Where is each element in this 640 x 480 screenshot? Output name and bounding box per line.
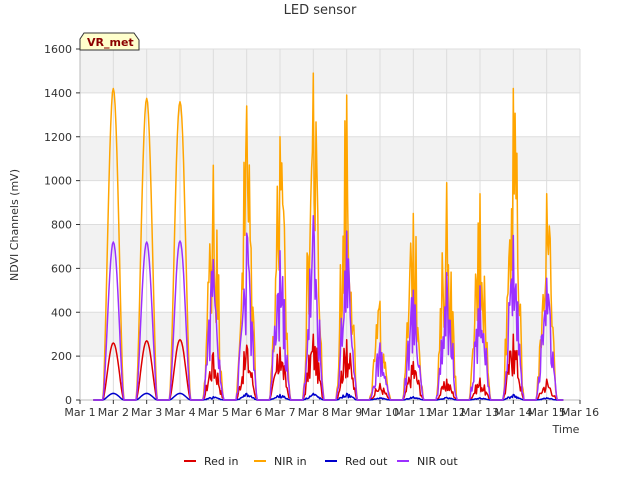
plot-band	[80, 224, 580, 269]
x-tick-label: Mar 1	[64, 406, 95, 419]
legend-label: NIR out	[417, 455, 458, 468]
x-tick-label: Mar 15	[528, 406, 566, 419]
x-axis-ticks: Mar 1 Mar 2 Mar 3 Mar 4 Mar 5 Mar 6 Mar 7 Mar 8…	[64, 400, 599, 419]
legend-item-red-out: Red out	[325, 455, 388, 468]
x-tick-label: Mar 10	[361, 406, 399, 419]
y-axis-title: NDVI Channels (mV)	[8, 169, 21, 281]
x-tick-label: Mar 14	[494, 406, 532, 419]
y-tick-label: 200	[51, 350, 72, 363]
badge-shape	[79, 32, 140, 51]
y-axis-ticks: 0 200 400 600 800 1000 1200 1400 1600	[44, 43, 80, 407]
legend-item-nir-in: NIR in	[254, 455, 307, 468]
plot-band	[80, 49, 580, 93]
legend-label: Red out	[345, 455, 388, 468]
x-tick-label: Mar 12	[428, 406, 466, 419]
x-tick-label: Mar 9	[331, 406, 362, 419]
y-tick-label: 1200	[44, 131, 72, 144]
series-line-nir-out	[93, 214, 564, 401]
plot-area	[80, 49, 580, 400]
y-tick-label: 1600	[44, 43, 72, 56]
plot-band	[80, 356, 580, 400]
plot-band	[80, 180, 580, 225]
chart-title: LED sensor	[284, 3, 357, 18]
badge-label: VR_met	[87, 36, 134, 49]
x-tick-label: Mar 4	[164, 406, 195, 419]
x-tick-label: Mar 13	[461, 406, 499, 419]
x-tick-label: Mar 2	[98, 406, 129, 419]
x-tick-label: Mar 5	[198, 406, 229, 419]
vr-met-badge: VR_met	[79, 32, 140, 51]
legend-label: Red in	[204, 455, 238, 468]
plot-band	[80, 312, 580, 357]
x-tick-label: Mar 8	[298, 406, 329, 419]
y-tick-label: 1400	[44, 87, 72, 100]
y-tick-label: 600	[51, 262, 72, 275]
y-tick-label: 0	[65, 394, 72, 407]
legend-item-red-in: Red in	[184, 455, 238, 468]
x-axis-title: Time	[552, 423, 580, 436]
y-tick-label: 800	[51, 219, 72, 232]
series-lines	[93, 72, 564, 401]
plot-band	[80, 268, 580, 313]
legend: Red in NIR in Red out NIR out	[184, 455, 458, 468]
y-tick-label: 1000	[44, 175, 72, 188]
x-tick-label: Mar 6	[231, 406, 262, 419]
plot-band	[80, 136, 580, 181]
x-tick-label: Mar 3	[131, 406, 162, 419]
legend-item-nir-out: NIR out	[397, 455, 458, 468]
plot-band	[80, 92, 580, 137]
y-tick-label: 400	[51, 306, 72, 319]
x-tick-label: Mar 7	[264, 406, 295, 419]
x-tick-label: Mar 11	[394, 406, 432, 419]
legend-label: NIR in	[274, 455, 307, 468]
x-tick-label: Mar 16	[561, 406, 599, 419]
